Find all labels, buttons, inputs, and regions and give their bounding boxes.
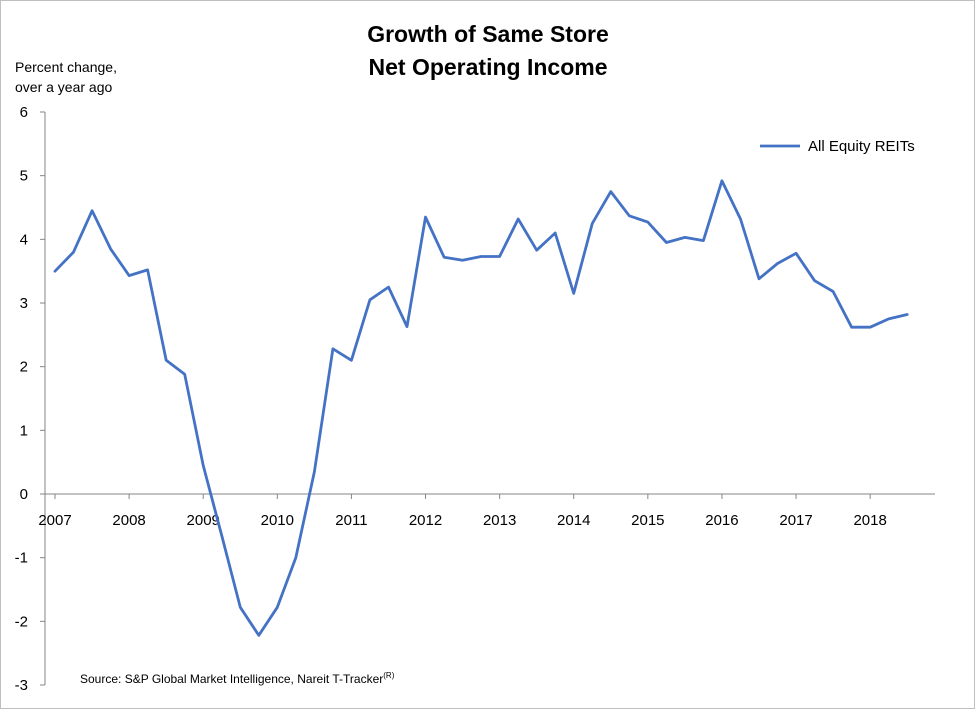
y-tick-label: 1 <box>20 422 28 439</box>
x-tick-label: 2010 <box>261 512 294 529</box>
y-tick-label: 2 <box>20 359 28 376</box>
y-axis-label: Percent change, over a year ago <box>15 57 117 97</box>
y-tick-label: 3 <box>20 295 28 312</box>
x-tick-label: 2016 <box>705 512 738 529</box>
chart-title-line1: Growth of Same Store <box>367 21 609 47</box>
y-tick-label: 0 <box>20 486 28 503</box>
chart-title-line2: Net Operating Income <box>368 54 608 80</box>
x-tick-label: 2012 <box>409 512 442 529</box>
x-tick-label: 2008 <box>112 512 145 529</box>
x-tick-label: 2018 <box>853 512 886 529</box>
x-tick-label: 2013 <box>483 512 516 529</box>
y-tick-label: 5 <box>20 168 28 185</box>
source-superscript: (R) <box>383 671 395 680</box>
x-tick-label: 2015 <box>631 512 664 529</box>
y-tick-label: -1 <box>15 550 28 567</box>
y-tick-label: 6 <box>20 104 28 121</box>
y-tick-labels: 6 5 4 3 2 1 0 -1 -2 -3 <box>15 104 28 694</box>
x-tick-label: 2017 <box>779 512 812 529</box>
source-text: Source: S&P Global Market Intelligence, … <box>80 672 384 686</box>
x-tick-label: 2011 <box>335 512 367 529</box>
x-tick-label: 2007 <box>38 512 71 529</box>
x-tick-label: 2014 <box>557 512 590 529</box>
legend-label: All Equity REITs <box>808 138 915 155</box>
series-line-0 <box>53 179 909 637</box>
axes <box>40 111 935 686</box>
legend: All Equity REITs <box>760 138 915 155</box>
y-axis-label-line2: over a year ago <box>15 79 113 95</box>
y-tick-label: -2 <box>15 613 28 630</box>
y-tick-label: -3 <box>15 677 28 694</box>
series-lines <box>53 179 909 637</box>
source-note: Source: S&P Global Market Intelligence, … <box>80 671 394 686</box>
x-tick-labels: 2007 2008 2009 2010 2011 2012 2013 2014 2015 2016… <box>38 512 887 529</box>
chart-title: Growth of Same Store Net Operating Incom… <box>288 18 688 84</box>
y-axis-label-line1: Percent change, <box>15 59 117 75</box>
x-tick-label: 2009 <box>187 512 220 529</box>
y-tick-label: 4 <box>20 231 28 248</box>
